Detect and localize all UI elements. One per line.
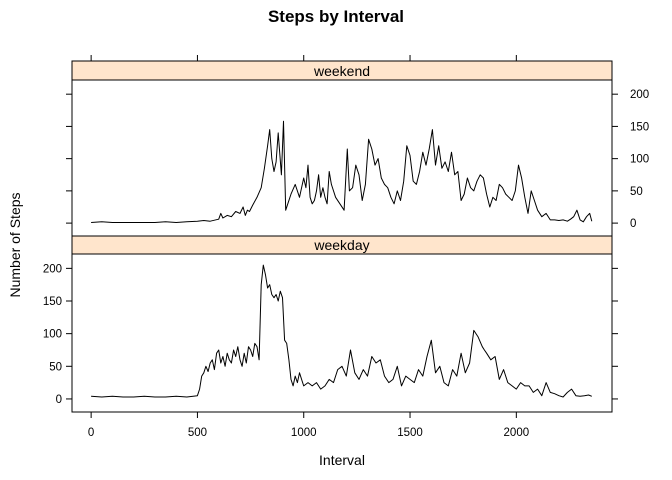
y-axis-label: Number of Steps: [7, 192, 23, 297]
x-tick-label: 0: [88, 427, 94, 439]
series-line-weekday: [91, 264, 592, 398]
y-tick-label-weekday: 200: [43, 263, 62, 275]
x-axis-label: Interval: [319, 452, 365, 468]
y-tick-label-weekday: 50: [49, 361, 62, 373]
chart-title: Steps by Interval: [268, 7, 404, 26]
y-tick-label-weekend: 200: [630, 89, 649, 101]
y-tick-label-weekend: 150: [630, 121, 649, 133]
y-tick-label-weekend: 100: [630, 154, 649, 166]
y-tick-label-weekday: 150: [43, 296, 62, 308]
panel-frame-weekday: [71, 253, 613, 413]
x-tick-label: 1500: [397, 427, 423, 439]
y-tick-label-weekday: 100: [43, 329, 62, 341]
x-tick-label: 1000: [291, 427, 317, 439]
panel-frame-weekend: [71, 79, 613, 237]
strip-label-weekend: weekend: [313, 63, 370, 79]
y-tick-label-weekday: 0: [56, 394, 62, 406]
series-line-weekend: [91, 120, 593, 223]
y-tick-label-weekend: 0: [630, 218, 636, 230]
y-tick-label-weekend: 50: [630, 186, 643, 198]
x-tick-label: 2000: [504, 427, 530, 439]
x-tick-label: 500: [188, 427, 207, 439]
strip-label-weekday: weekday: [313, 237, 369, 253]
